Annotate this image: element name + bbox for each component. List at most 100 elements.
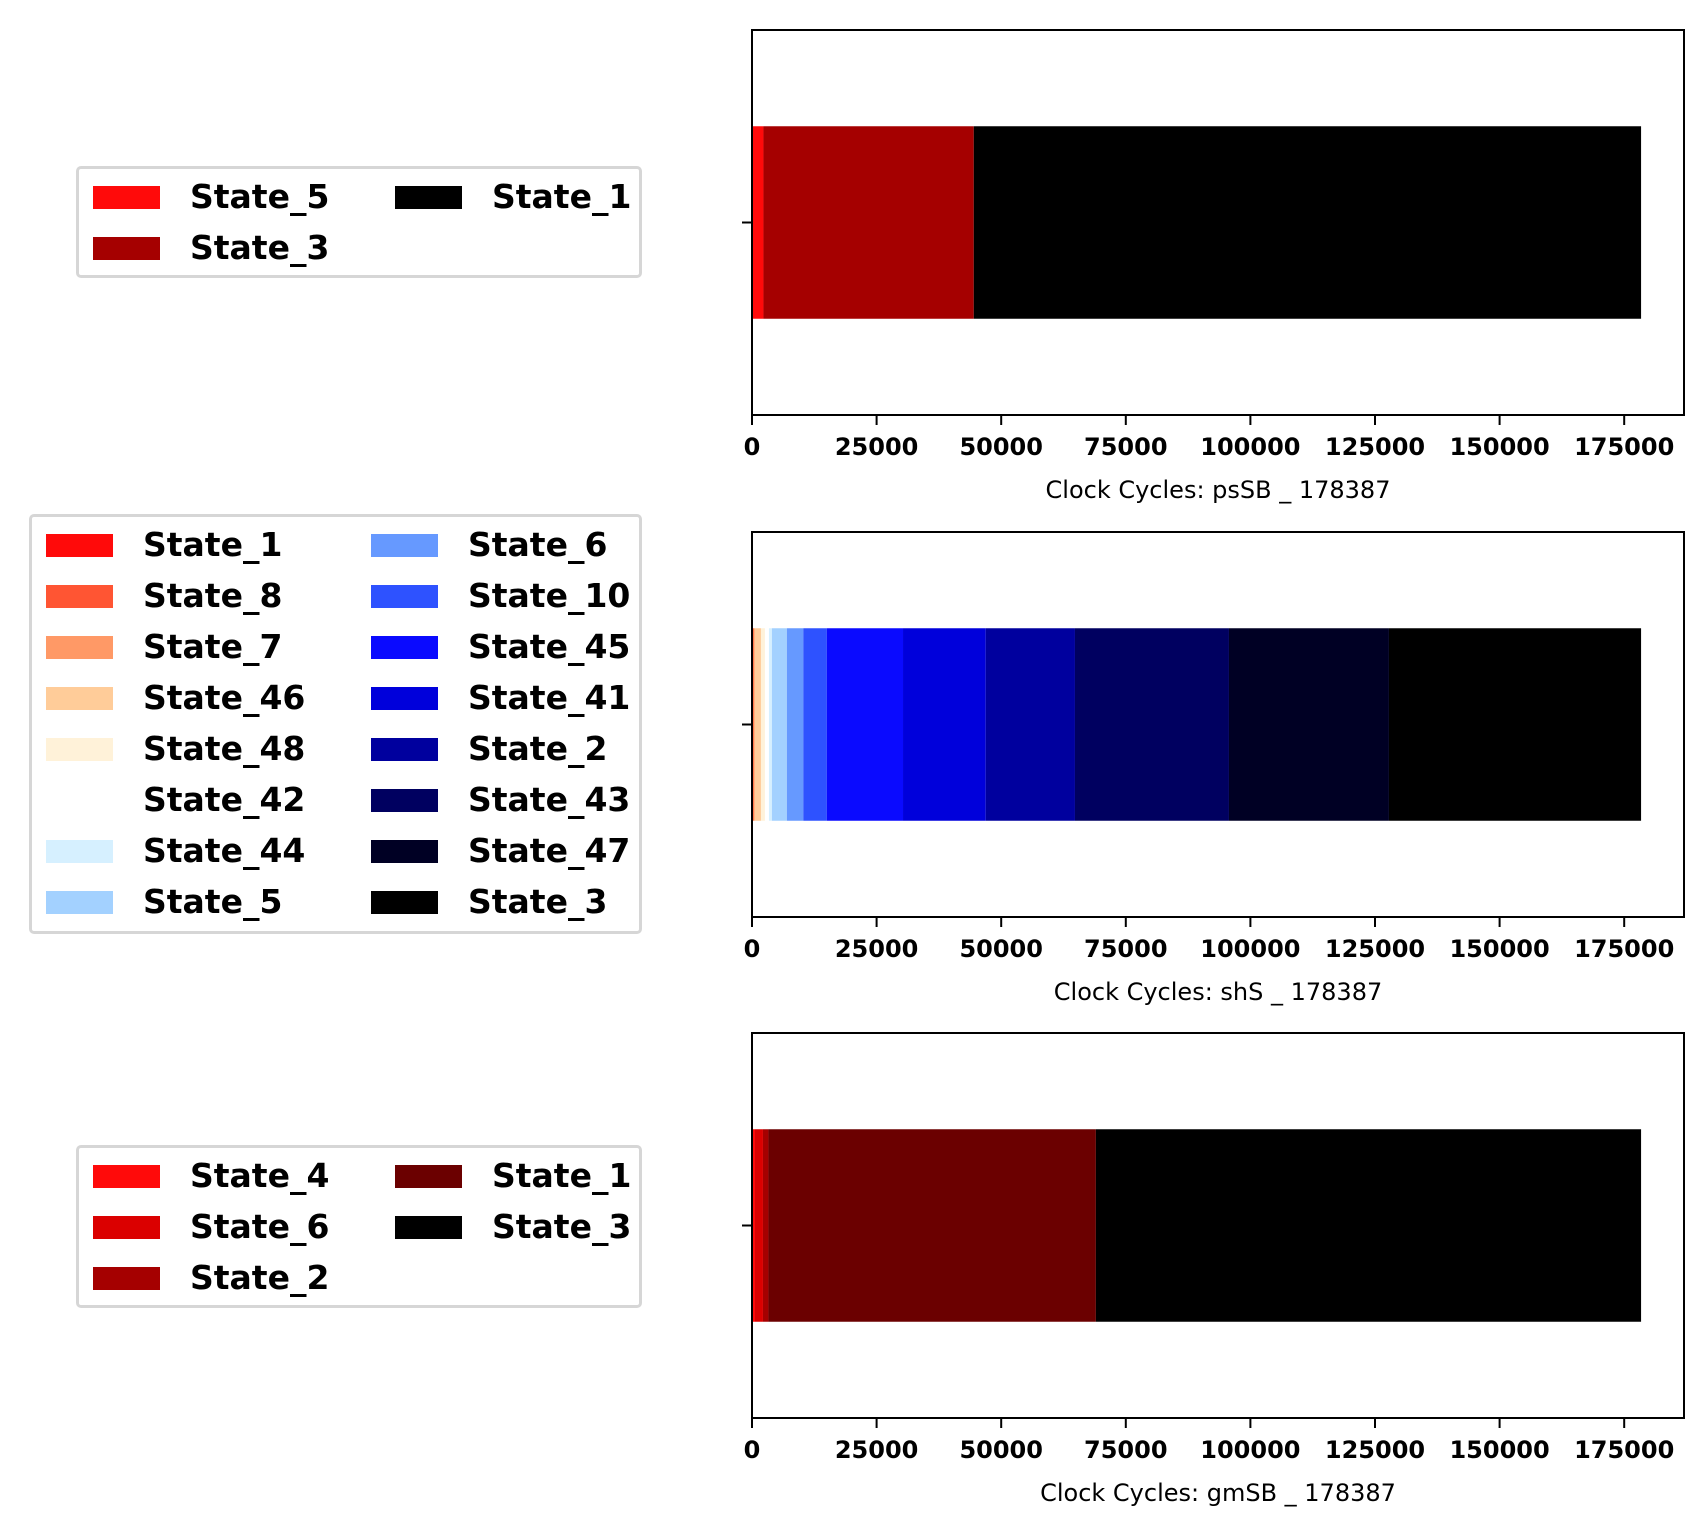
bar-segment-state-45 (826, 628, 904, 821)
x-axis-label: Clock Cycles: psSB _ 178387 (1046, 476, 1391, 504)
bar-segment-state-10 (803, 628, 827, 821)
legend-label: State_43 (468, 780, 631, 819)
x-tick-label: 125000 (1325, 1436, 1425, 1464)
legend-shs: State_1 State_8 State_7 State_46 State_48 Sta… (29, 514, 642, 934)
x-tick-label: 175000 (1574, 433, 1674, 461)
chart-gmsb: 0 25000 50000 75000 100000 125000 150000 175000… (742, 1032, 1685, 1507)
legend-label: State_2 (190, 1258, 330, 1297)
bar-segment-state-3 (1095, 1129, 1642, 1322)
legend-swatch (371, 789, 438, 812)
legend-label: State_4 (190, 1156, 330, 1195)
x-tick-label: 0 (744, 1436, 761, 1464)
legend-swatch (371, 636, 438, 659)
legend-swatch (93, 1216, 160, 1239)
legend-label: State_6 (468, 525, 608, 564)
chart-shs: 0 25000 50000 75000 100000 125000 150000 175000… (742, 531, 1685, 1006)
x-tick-label: 100000 (1200, 1436, 1300, 1464)
legend-label: State_42 (143, 780, 306, 819)
bar-segment-state-5 (771, 628, 787, 821)
bar-segment-state-46 (754, 628, 761, 821)
bar-segment-state-44 (768, 628, 772, 821)
bar-segment-state-6 (754, 1129, 763, 1322)
bar-segment-state-6 (786, 628, 804, 821)
bar-segment-state-1 (752, 628, 753, 821)
bar-segment-state-5 (752, 126, 764, 319)
legend-swatch (395, 1216, 462, 1239)
legend-label: State_3 (468, 882, 608, 921)
legend-label: State_41 (468, 678, 631, 717)
legend-label: State_44 (143, 831, 306, 870)
x-tick-label: 150000 (1449, 433, 1549, 461)
legend-swatch (93, 186, 160, 209)
legend-swatch (371, 687, 438, 710)
legend-swatch (371, 840, 438, 863)
legend-swatch (371, 585, 438, 608)
legend-label: State_47 (468, 831, 631, 870)
legend-swatch (93, 1165, 160, 1188)
legend-swatch (371, 891, 438, 914)
x-tick-label: 125000 (1325, 433, 1425, 461)
legend-swatch (46, 789, 113, 812)
legend-swatch (46, 636, 113, 659)
legend-swatch (371, 738, 438, 761)
x-tick-label: 175000 (1574, 935, 1674, 963)
x-tick-label: 25000 (835, 1436, 919, 1464)
legend-swatch (395, 1165, 462, 1188)
x-tick-label: 50000 (959, 935, 1043, 963)
legend-swatch (371, 534, 438, 557)
x-axis-label: Clock Cycles: gmSB _ 178387 (1040, 1479, 1396, 1507)
legend-label: State_6 (190, 1207, 330, 1246)
x-tick-label: 100000 (1200, 935, 1300, 963)
x-tick-label: 175000 (1574, 1436, 1674, 1464)
x-tick-label: 75000 (1084, 935, 1168, 963)
x-tick-label: 150000 (1449, 1436, 1549, 1464)
x-tick-label: 25000 (835, 935, 919, 963)
bar-segment-state-1 (973, 126, 1642, 319)
bar-segment-state-41 (903, 628, 986, 821)
axes-frame (751, 1032, 1685, 1419)
bar-segment-state-2 (985, 628, 1075, 821)
bar-segment-state-47 (1228, 628, 1389, 821)
legend-swatch (93, 1267, 160, 1290)
legend-swatch (395, 186, 462, 209)
bar-segment-state-7 (753, 628, 755, 821)
legend-pssb: State_5 State_3 State_1 (76, 166, 642, 278)
axes-frame (751, 531, 1685, 918)
bar-segment-state-42 (764, 628, 769, 821)
x-tick-label: 50000 (959, 1436, 1043, 1464)
bar-segment-state-43 (1074, 628, 1229, 821)
x-tick-label: 150000 (1449, 935, 1549, 963)
bar-segment-state-4 (752, 1129, 755, 1322)
legend-swatch (46, 738, 113, 761)
legend-swatch (46, 585, 113, 608)
chart-pssb: 0 25000 50000 75000 100000 125000 150000 175000… (742, 29, 1685, 504)
legend-swatch (46, 891, 113, 914)
legend-swatch (93, 237, 160, 260)
x-tick-label: 0 (744, 935, 761, 963)
x-tick-label: 0 (744, 433, 761, 461)
legend-label: State_48 (143, 729, 306, 768)
x-tick-label: 75000 (1084, 1436, 1168, 1464)
x-axis-label: Clock Cycles: shS _ 178387 (1054, 978, 1382, 1006)
legend-label: State_5 (190, 177, 330, 216)
bar-segment-state-3 (763, 126, 974, 319)
legend-label: State_1 (492, 1156, 632, 1195)
bar-segment-state-2 (762, 1129, 769, 1322)
x-tick-label: 25000 (835, 433, 919, 461)
legend-label: State_10 (468, 576, 631, 615)
x-tick-label: 100000 (1200, 433, 1300, 461)
legend-swatch (46, 840, 113, 863)
x-tick-label: 125000 (1325, 935, 1425, 963)
legend-swatch (46, 687, 113, 710)
legend-label: State_1 (492, 177, 632, 216)
bar-segment-state-48 (760, 628, 765, 821)
legend-label: State_5 (143, 882, 283, 921)
axes-frame (751, 29, 1685, 416)
legend-label: State_1 (143, 525, 283, 564)
legend-swatch (46, 534, 113, 557)
legend-label: State_3 (492, 1207, 632, 1246)
bar-segment-state-1 (768, 1129, 1096, 1322)
legend-gmsb: State_4 State_6 State_2 State_1 State_3 (76, 1145, 642, 1308)
legend-label: State_8 (143, 576, 283, 615)
